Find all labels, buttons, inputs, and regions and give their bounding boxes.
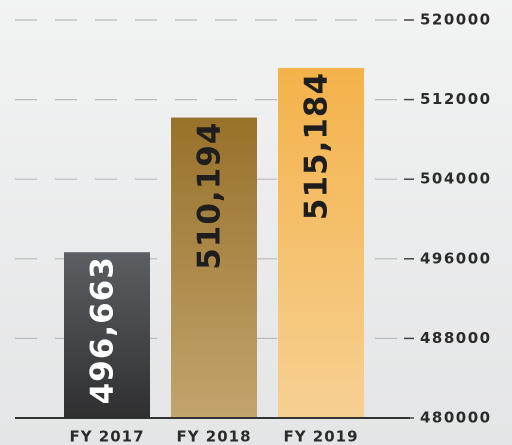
y-tick-label: 512000 xyxy=(420,90,492,108)
bar xyxy=(171,117,257,418)
value-label: 515,184 xyxy=(299,72,335,220)
y-tick-label: 520000 xyxy=(420,11,492,29)
y-tick-label: 496000 xyxy=(420,249,492,267)
bar xyxy=(278,67,364,419)
x-tick-label: FY 2018 xyxy=(176,428,251,445)
y-tick-label: 504000 xyxy=(420,170,492,188)
bar xyxy=(64,252,150,418)
value-label: 510,194 xyxy=(192,122,228,270)
x-tick-label: FY 2019 xyxy=(283,428,358,445)
x-tick-label: FY 2017 xyxy=(69,428,144,445)
y-tick-label: 488000 xyxy=(420,329,492,347)
y-tick-label: 480000 xyxy=(420,409,492,427)
value-label: 496,663 xyxy=(85,256,121,404)
